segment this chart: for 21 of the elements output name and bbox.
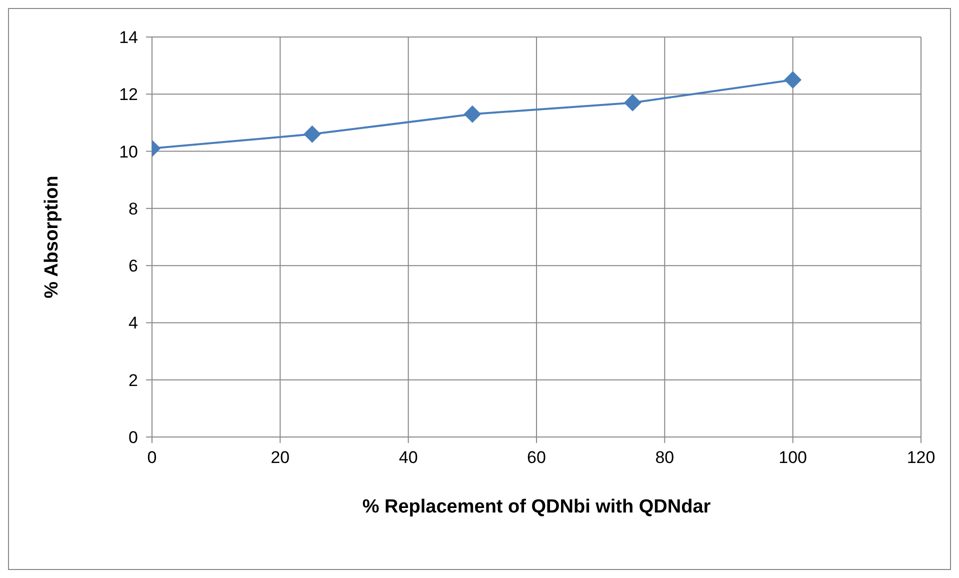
y-tick-label: 0 — [128, 428, 138, 448]
point — [784, 71, 802, 88]
y-tick-label: 14 — [119, 28, 138, 48]
x-tick-label: 100 — [778, 448, 808, 468]
x-tick-label: 20 — [270, 448, 290, 468]
x-tick-label: 60 — [527, 448, 546, 468]
y-tick-label: 6 — [128, 256, 138, 276]
x-tick-label: 0 — [147, 448, 157, 468]
y-tick-label: 4 — [128, 314, 138, 333]
point — [624, 94, 642, 112]
y-tick-label: 10 — [119, 142, 138, 162]
x-axis-title: % Replacement of QDNbi with QDNdar — [362, 496, 712, 518]
point — [464, 106, 481, 123]
y-tick-label: 8 — [128, 199, 138, 218]
x-tick-label: 120 — [906, 448, 936, 468]
y-tick-label: 12 — [119, 85, 138, 104]
point — [304, 126, 321, 143]
y-tick-label: 2 — [128, 370, 138, 390]
y-axis-title: % Absorption — [42, 176, 63, 298]
x-tick-label: 80 — [655, 448, 674, 468]
x-tick-label: 40 — [398, 448, 418, 468]
